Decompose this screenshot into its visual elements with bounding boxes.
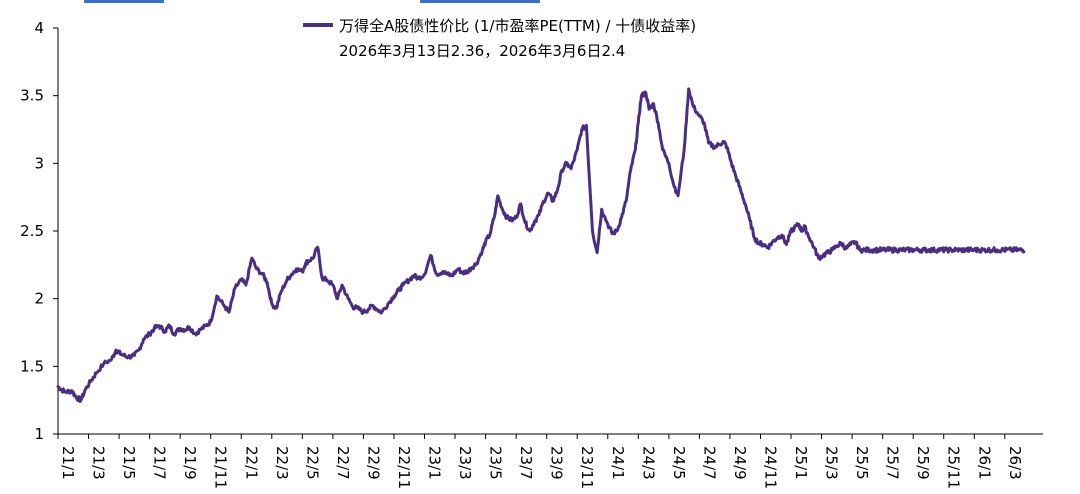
x-tick-label: 21/11 <box>212 446 230 489</box>
top-tab-indicator-right <box>420 0 540 3</box>
x-tick-label: 23/11 <box>578 446 596 489</box>
x-tick-label: 25/3 <box>823 446 841 480</box>
legend-annotation: 2026年3月13日2.36，2026年3月6日2.4 <box>339 42 625 60</box>
y-tick-label: 4 <box>34 19 44 37</box>
x-tick-label: 26/1 <box>975 446 993 480</box>
x-tick-label: 21/9 <box>181 446 199 480</box>
x-tick-label: 22/11 <box>395 446 413 489</box>
y-tick-label: 1.5 <box>20 357 44 375</box>
x-tick-label: 21/3 <box>90 446 108 480</box>
x-tick-label: 23/9 <box>548 446 566 480</box>
x-tick-label: 25/5 <box>853 446 871 480</box>
x-tick-label: 25/1 <box>792 446 810 480</box>
y-tick-label: 1 <box>34 425 44 443</box>
x-tick-label: 22/1 <box>242 446 260 480</box>
y-tick-label: 3.5 <box>20 87 44 105</box>
x-tick-label: 23/3 <box>456 446 474 480</box>
x-tick-label: 21/5 <box>120 446 138 480</box>
x-tick-label: 25/11 <box>945 446 963 489</box>
x-tick-label: 22/3 <box>273 446 291 480</box>
x-tick-label: 22/7 <box>334 446 352 480</box>
x-axis: 21/1 21/3 21/5 21/7 21/9 21/11 22/1 22/3 22/5 22/… <box>57 433 1043 489</box>
x-tick-label: 24/11 <box>761 446 779 489</box>
y-tick-label: 2.5 <box>20 222 44 240</box>
y-tick-label: 3 <box>34 154 44 172</box>
series-layer <box>56 87 1026 403</box>
x-tick-label: 22/9 <box>364 446 382 480</box>
x-tick-label: 24/5 <box>670 446 688 480</box>
x-tick-label: 22/5 <box>303 446 321 480</box>
legend-series-label: 万得全A股债性价比 (1/市盈率PE(TTM) / 十债收益率) <box>339 17 696 35</box>
x-tick-label: 26/3 <box>1006 446 1024 480</box>
top-tab-indicator-left <box>84 0 164 3</box>
x-tick-label: 25/7 <box>884 446 902 480</box>
y-axis: 1 1.5 2 2.5 3 3.5 4 <box>20 19 59 443</box>
x-tick-label: 21/1 <box>59 446 77 480</box>
x-tick-label: 25/9 <box>914 446 932 480</box>
x-tick-label: 23/7 <box>517 446 535 480</box>
x-tick-label: 23/5 <box>487 446 505 480</box>
legend: 万得全A股债性价比 (1/市盈率PE(TTM) / 十债收益率) 2026年3月… <box>303 17 696 60</box>
series-line <box>56 87 1026 403</box>
x-tick-label: 24/7 <box>700 446 718 480</box>
x-tick-label: 24/9 <box>731 446 749 480</box>
y-tick-label: 2 <box>34 290 44 308</box>
x-tick-label: 23/1 <box>426 446 444 480</box>
x-tick-label: 21/7 <box>151 446 169 480</box>
x-tick-label: 24/1 <box>609 446 627 480</box>
x-tick-label: 24/3 <box>639 446 657 480</box>
